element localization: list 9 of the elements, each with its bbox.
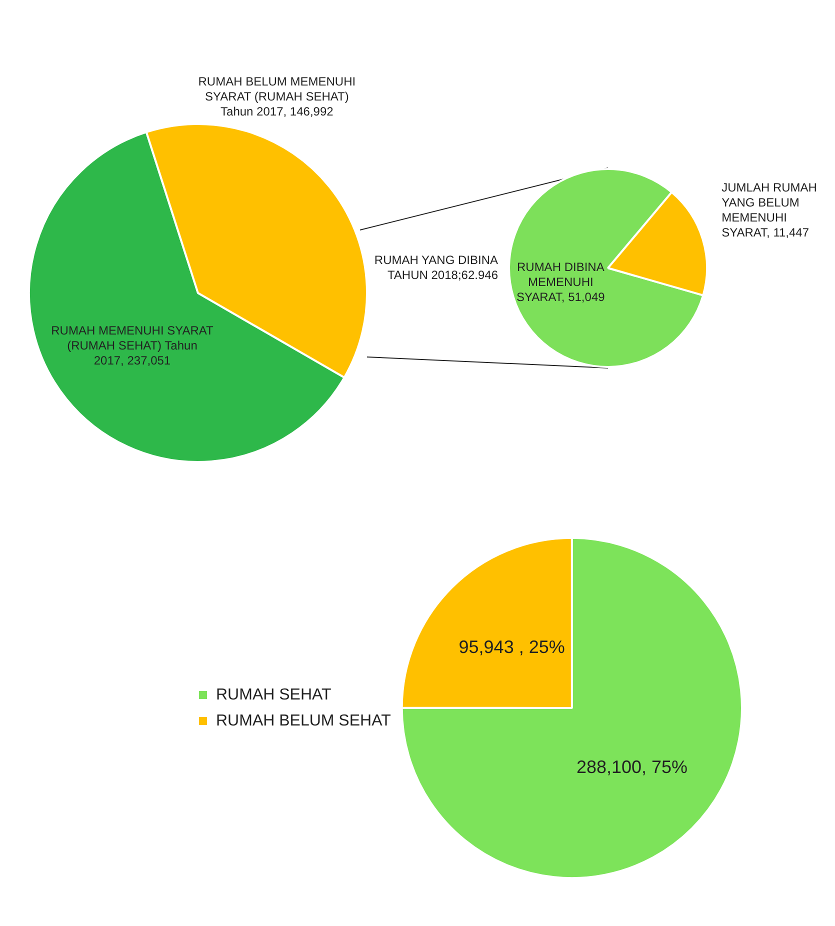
slice-label: RUMAH MEMENUHI SYARAT (RUMAH SEHAT) Tahun 2017, 237,051 [51, 323, 214, 368]
legend-label: RUMAH BELUM SEHAT [216, 712, 392, 730]
text: RUMAH YANG DIBINA TAHUN 2018;62.946 [374, 252, 498, 282]
slice-label: JUMLAH RUMAH YANG BELUM MEMENUHI SYARAT, 11,447 [722, 180, 817, 240]
data-label: 95,943 , 25% [458, 636, 565, 657]
legend-label: RUMAH SEHAT [216, 686, 332, 704]
slice-label: RUMAH DIBINA MEMENUHI SYARAT, 51,049 [516, 260, 606, 304]
data-label: 288,100, 75% [576, 757, 688, 778]
slice-label: RUMAH BELUM MEMENUHI SYARAT (RUMAH SEHAT) Tahun 2017, 146,992 [198, 74, 356, 118]
